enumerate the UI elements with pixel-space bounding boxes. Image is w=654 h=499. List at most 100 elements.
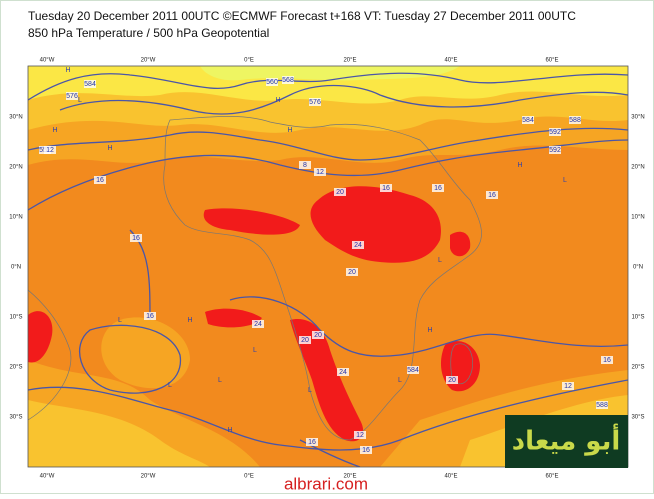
- lat-label: 20°S: [9, 365, 22, 371]
- contour-label-bg: [334, 188, 346, 196]
- contour-label-bg: [130, 234, 142, 242]
- pressure-label: H: [52, 127, 57, 134]
- pressure-label: L: [438, 257, 442, 264]
- pressure-label: L: [308, 387, 312, 394]
- contour-label-bg: [596, 401, 608, 409]
- lon-label: 40°E: [444, 474, 457, 480]
- contour-label: 24: [354, 242, 362, 249]
- pressure-label: H: [107, 145, 112, 152]
- pressure-label: L: [78, 97, 82, 104]
- contour-label: 12: [564, 383, 572, 390]
- pressure-label: H: [517, 162, 522, 169]
- contour-label: 12: [316, 169, 324, 176]
- watermark-site: albrari.com: [284, 474, 368, 493]
- contour-label-bg: [282, 76, 294, 84]
- header-line2: 850 hPa Temperature / 500 hPa Geopotenti…: [28, 26, 269, 40]
- lon-label: 0°E: [244, 474, 254, 480]
- contour-label-bg: [352, 241, 364, 249]
- pressure-label: L: [398, 377, 402, 384]
- contour-label-bg: [486, 191, 498, 199]
- contour-label-bg: [360, 446, 372, 454]
- contour-label: 16: [488, 192, 496, 199]
- contour-label-bg: [354, 431, 366, 439]
- lon-label: 20°E: [343, 474, 356, 480]
- contour-label: 20: [301, 337, 309, 344]
- contour-label: 576: [66, 93, 78, 100]
- contour-label-bg: [380, 184, 392, 192]
- contour-label-bg: [44, 146, 56, 154]
- contour-label-bg: [309, 98, 321, 106]
- contour-label-bg: [549, 128, 561, 136]
- contour-label-bg: [266, 78, 278, 86]
- contour-label: 576: [309, 99, 321, 106]
- pressure-label: L: [218, 377, 222, 384]
- contour-label: 20: [348, 269, 356, 276]
- lat-label: 30°N: [9, 115, 22, 121]
- lat-label: 10°S: [9, 315, 22, 321]
- lon-label: 20°E: [343, 58, 356, 64]
- contour-label-bg: [144, 312, 156, 320]
- contour-label: 8: [303, 162, 307, 169]
- contour-label-bg: [446, 376, 458, 384]
- contour-label: 592: [549, 129, 561, 136]
- contour-label-bg: [314, 168, 326, 176]
- pressure-label: H: [227, 427, 232, 434]
- contour-label-bg: [432, 184, 444, 192]
- pressure-label: H: [427, 327, 432, 334]
- lat-label: 30°S: [9, 415, 22, 421]
- lat-label: 20°S: [631, 365, 644, 371]
- pressure-label: H: [187, 317, 192, 324]
- contour-label-bg: [252, 320, 264, 328]
- pressure-label: L: [563, 177, 567, 184]
- contour-label-bg: [569, 116, 581, 124]
- lon-label: 40°E: [444, 58, 457, 64]
- contour-label: 16: [308, 439, 316, 446]
- map-field: [28, 66, 628, 467]
- contour-label-bg: [84, 80, 96, 88]
- header-line1: Tuesday 20 December 2011 00UTC ©ECMWF Fo…: [28, 9, 576, 23]
- contour-label: 16: [603, 357, 611, 364]
- contour-label-bg: [522, 116, 534, 124]
- contour-label-bg: [562, 382, 574, 390]
- contour-label: 584: [84, 81, 96, 88]
- pressure-label: H: [65, 67, 70, 74]
- contour-label-bg: [337, 368, 349, 376]
- contour-label-bg: [549, 146, 561, 154]
- watermark-box: [505, 415, 628, 468]
- contour-label: 568: [282, 77, 294, 84]
- contour-label: 12: [46, 147, 54, 154]
- contour-label-bg: [312, 331, 324, 339]
- lon-label: 20°W: [141, 58, 156, 64]
- lat-label: 10°N: [9, 215, 22, 221]
- contour-label: 12: [356, 432, 364, 439]
- contour-label: 24: [339, 369, 347, 376]
- pressure-label: H: [287, 127, 292, 134]
- lat-label: 30°N: [631, 115, 644, 121]
- contour-label-bg: [94, 176, 106, 184]
- contour-label-bg: [407, 366, 419, 374]
- lon-label: 60°E: [545, 474, 558, 480]
- lat-label: 10°S: [631, 315, 644, 321]
- contour-label: 588: [569, 117, 581, 124]
- lon-label: 20°W: [141, 474, 156, 480]
- contour-label: 16: [434, 185, 442, 192]
- contour-label-bg: [66, 92, 78, 100]
- contour-label-bg: [306, 438, 318, 446]
- pressure-label: L: [168, 382, 172, 389]
- contour-label-bg: [299, 336, 311, 344]
- contour-label: 16: [382, 185, 390, 192]
- lon-label: 0°E: [244, 58, 254, 64]
- contour-label: 588: [596, 402, 608, 409]
- lat-label: 30°S: [631, 415, 644, 421]
- lon-label: 40°W: [40, 474, 55, 480]
- lat-label: 20°N: [9, 165, 22, 171]
- contour-label: 16: [146, 313, 154, 320]
- lat-label: 10°N: [631, 215, 644, 221]
- contour-label-bg: [601, 356, 613, 364]
- contour-label: 20: [336, 189, 344, 196]
- contour-label: 16: [96, 177, 104, 184]
- lat-label: 0°N: [11, 265, 21, 271]
- pressure-label: H: [275, 97, 280, 104]
- contour-label: 584: [522, 117, 534, 124]
